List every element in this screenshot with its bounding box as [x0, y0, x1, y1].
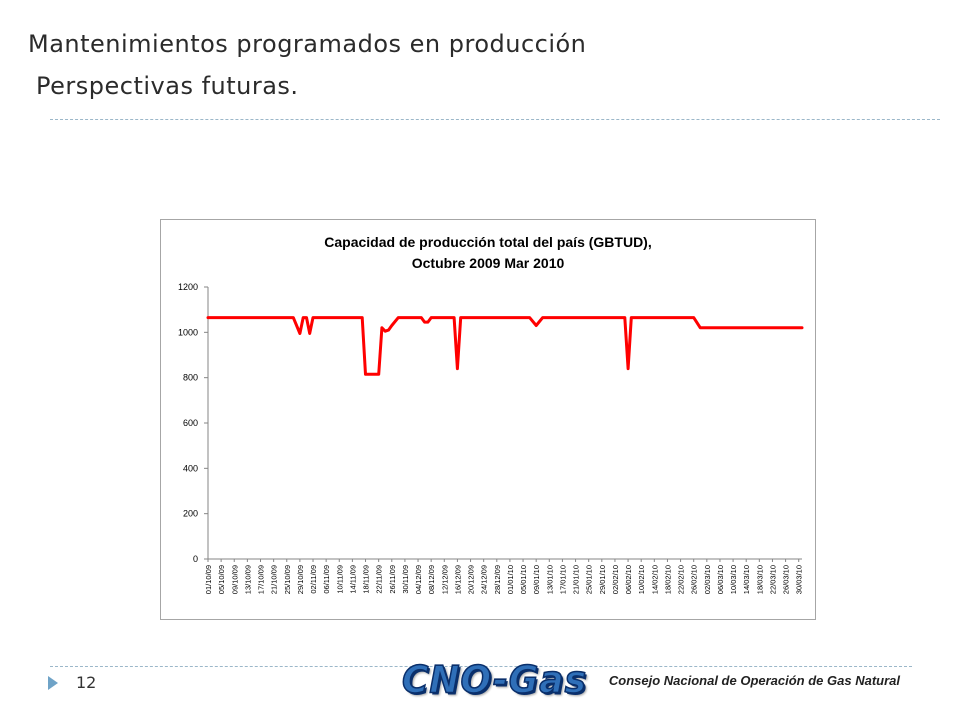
x-tick-label: 08/12/09 — [427, 565, 436, 594]
x-tick-label: 02/11/09 — [309, 565, 318, 594]
x-tick-label: 22/03/10 — [768, 565, 777, 594]
x-tick-label: 16/12/09 — [453, 565, 462, 594]
x-tick-label: 22/02/10 — [677, 565, 686, 594]
x-tick-label: 13/10/09 — [243, 565, 252, 594]
x-tick-label: 12/12/09 — [440, 565, 449, 594]
cno-gas-logo: CNO-Gas — [401, 658, 588, 703]
top-divider — [50, 119, 940, 120]
x-tick-label: 05/10/09 — [217, 565, 226, 594]
x-tick-label: 13/01/10 — [545, 565, 554, 594]
x-tick-label: 02/03/10 — [703, 565, 712, 594]
x-tick-label: 30/03/10 — [795, 565, 804, 594]
page-number: 12 — [76, 673, 97, 692]
x-tick-label: 21/01/10 — [572, 565, 581, 594]
x-tick-label: 26/02/10 — [690, 565, 699, 594]
chart-svg: 0 200 400 600 800 1000 1200 01/10/09 05/10/09 09/… — [178, 282, 804, 594]
chart-title-line1: Capacidad de producción total del país (… — [324, 234, 652, 250]
x-tick-label: 06/03/10 — [716, 565, 725, 594]
x-tick-label: 09/10/09 — [230, 565, 239, 594]
x-tick-label: 05/01/10 — [519, 565, 528, 594]
y-tick-label: 1200 — [178, 282, 198, 292]
x-tick-label: 01/01/10 — [506, 565, 515, 594]
x-tick-label: 29/01/10 — [598, 565, 607, 594]
x-tick-label: 06/11/09 — [322, 565, 331, 594]
bottom-divider — [50, 666, 912, 667]
x-tick-label: 18/11/09 — [362, 565, 371, 594]
bullet-arrow-icon — [48, 676, 58, 690]
x-tick-label: 10/11/09 — [335, 565, 344, 594]
x-tick-label: 25/01/10 — [585, 565, 594, 594]
chart-frame: Capacidad de producción total del país (… — [160, 219, 816, 620]
x-tick-label: 04/12/09 — [414, 565, 423, 594]
x-tick-label: 01/10/09 — [204, 565, 213, 594]
x-tick-label: 24/12/09 — [480, 565, 489, 594]
organization-name: Consejo Nacional de Operación de Gas Nat… — [608, 673, 900, 688]
x-tick-label: 22/11/09 — [375, 565, 384, 594]
x-tick-label: 21/10/09 — [270, 565, 279, 594]
x-tick-label: 10/03/10 — [729, 565, 738, 594]
slide-title-line1: Mantenimientos programados en producción — [28, 30, 587, 58]
y-tick-label: 600 — [183, 418, 198, 428]
x-tick-label: 14/02/10 — [650, 565, 659, 594]
x-tick-label: 02/02/10 — [611, 565, 620, 594]
x-tick-label: 18/03/10 — [755, 565, 764, 594]
y-tick-label: 800 — [183, 373, 198, 383]
x-tick-label: 26/11/09 — [388, 565, 397, 594]
y-tick-label: 0 — [193, 554, 198, 564]
x-tick-label: 28/12/09 — [493, 565, 502, 594]
series-line-0 — [206, 316, 804, 376]
x-tick-label: 26/03/10 — [782, 565, 791, 594]
x-tick-label: 10/02/10 — [637, 565, 646, 594]
x-tick-label: 29/10/09 — [296, 565, 305, 594]
x-tick-label: 06/02/10 — [624, 565, 633, 594]
y-tick-label: 200 — [183, 509, 198, 519]
x-tick-label: 09/01/10 — [532, 565, 541, 594]
y-tick-label: 1000 — [178, 327, 198, 337]
x-tick-label: 17/10/09 — [257, 565, 266, 594]
x-tick-label: 25/10/09 — [283, 565, 292, 594]
y-tick-label: 400 — [183, 463, 198, 473]
x-tick-label: 14/11/09 — [348, 565, 357, 594]
x-tick-label: 30/11/09 — [401, 565, 410, 594]
x-tick-label: 17/01/10 — [558, 565, 567, 594]
x-tick-label: 14/03/10 — [742, 565, 751, 594]
chart-subtitle: Octubre 2009 Mar 2010 — [411, 255, 565, 271]
x-tick-label: 20/12/09 — [467, 565, 476, 594]
chart-title: Capacidad de producción total del país (… — [161, 232, 815, 274]
slide-title-line2: Perspectivas futuras. — [36, 72, 299, 100]
x-tick-label: 18/02/10 — [663, 565, 672, 594]
